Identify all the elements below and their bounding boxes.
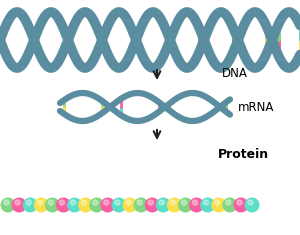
Circle shape	[111, 197, 126, 212]
Circle shape	[145, 197, 160, 212]
Circle shape	[45, 197, 60, 212]
Circle shape	[48, 200, 53, 205]
Circle shape	[34, 197, 49, 212]
Circle shape	[203, 200, 209, 205]
Circle shape	[148, 200, 153, 205]
Circle shape	[93, 200, 98, 205]
Circle shape	[126, 200, 131, 205]
Circle shape	[89, 197, 104, 212]
Circle shape	[211, 197, 226, 212]
Circle shape	[15, 200, 20, 205]
Circle shape	[178, 197, 193, 212]
Circle shape	[134, 197, 148, 212]
Circle shape	[26, 200, 31, 205]
Circle shape	[67, 197, 82, 212]
Circle shape	[200, 197, 215, 212]
Circle shape	[244, 197, 260, 212]
Circle shape	[181, 200, 187, 205]
Circle shape	[159, 200, 164, 205]
Circle shape	[233, 197, 248, 212]
Circle shape	[37, 200, 42, 205]
Circle shape	[122, 197, 137, 212]
Circle shape	[23, 197, 38, 212]
Circle shape	[115, 200, 120, 205]
Circle shape	[248, 200, 253, 205]
Circle shape	[222, 197, 237, 212]
Circle shape	[156, 197, 171, 212]
Circle shape	[189, 197, 204, 212]
Circle shape	[237, 200, 242, 205]
Circle shape	[226, 200, 231, 205]
Text: mRNA: mRNA	[238, 101, 274, 114]
Circle shape	[1, 197, 16, 212]
Circle shape	[59, 200, 64, 205]
Circle shape	[137, 200, 142, 205]
Circle shape	[214, 200, 220, 205]
Circle shape	[167, 197, 182, 212]
Circle shape	[100, 197, 115, 212]
Text: DNA: DNA	[222, 67, 248, 79]
Circle shape	[70, 200, 76, 205]
Circle shape	[12, 197, 27, 212]
Circle shape	[170, 200, 176, 205]
Circle shape	[82, 200, 87, 205]
Circle shape	[4, 200, 9, 205]
Circle shape	[78, 197, 93, 212]
Text: Protein: Protein	[218, 149, 269, 161]
Circle shape	[56, 197, 71, 212]
Circle shape	[192, 200, 198, 205]
Circle shape	[104, 200, 109, 205]
